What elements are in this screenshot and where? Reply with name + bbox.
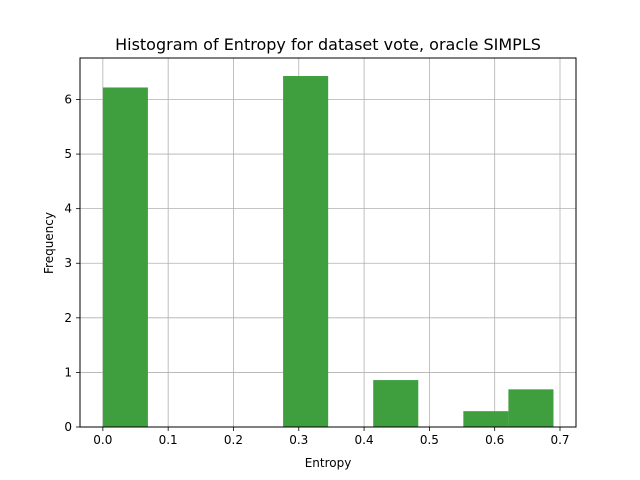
histogram-bar xyxy=(283,76,329,428)
x-tick-label: 0.6 xyxy=(485,433,504,447)
chart-title: Histogram of Entropy for dataset vote, o… xyxy=(115,35,541,54)
y-tick-label: 6 xyxy=(64,92,72,106)
bars xyxy=(102,76,554,428)
histogram-bar xyxy=(373,380,419,427)
x-tick-label: 0.1 xyxy=(159,433,178,447)
x-tick-label: 0.5 xyxy=(420,433,439,447)
y-axis-label: Frequency xyxy=(42,212,56,274)
histogram-bar xyxy=(463,411,509,427)
plot-frame xyxy=(79,57,577,428)
x-tick-label: 0.4 xyxy=(355,433,374,447)
y-tick-label: 0 xyxy=(64,420,72,434)
x-tick-label: 0.2 xyxy=(224,433,243,447)
y-tick-label: 5 xyxy=(64,147,72,161)
x-tick-label: 0.3 xyxy=(289,433,308,447)
x-tick-label: 0.0 xyxy=(93,433,112,447)
x-tick-label: 0.7 xyxy=(550,433,569,447)
y-tick-label: 1 xyxy=(64,365,72,379)
histogram-bar xyxy=(102,87,148,428)
y-tick-label: 2 xyxy=(64,311,72,325)
y-tick-label: 4 xyxy=(64,202,72,216)
x-axis-ticks: 0.0 0.1 0.2 0.3 0.4 0.5 0.6 0.7 xyxy=(93,427,570,447)
histogram-bar xyxy=(508,389,554,427)
y-axis-ticks: 0 1 2 3 4 5 6 xyxy=(64,92,80,434)
y-tick-label: 3 xyxy=(64,256,72,270)
x-axis-label: Entropy xyxy=(305,456,352,470)
